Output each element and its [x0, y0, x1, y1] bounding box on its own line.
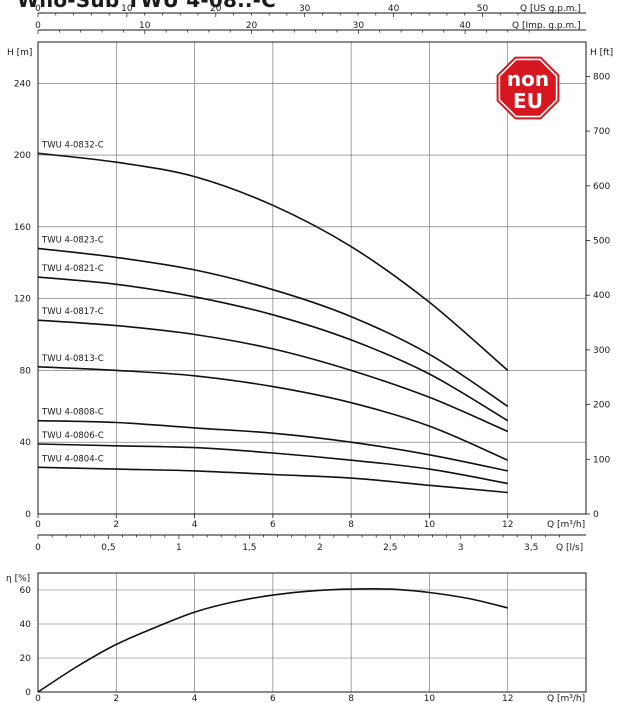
eff-x-tick-label: 0: [35, 694, 41, 703]
top-axis-us-label: 10: [121, 4, 133, 14]
head-curve: [37, 443, 508, 485]
ls-axis-label: 2: [317, 543, 323, 553]
top-axis-imp-label: 10: [139, 21, 151, 31]
top-axis-imp-label: 40: [459, 21, 471, 31]
head-curve: [37, 466, 508, 494]
x-tick-label: 0: [35, 520, 41, 530]
curve-label: TWU 4-0808-C: [41, 408, 104, 418]
eff-x-axis-unit: Q [m³/h]: [547, 694, 585, 703]
head-curve: [37, 319, 509, 433]
curve-label: TWU 4-0813-C: [41, 354, 104, 364]
y-left-tick-label: 80: [20, 366, 32, 376]
x-tick-label: 4: [192, 520, 198, 530]
eff-y-axis-unit: η [%]: [6, 574, 30, 584]
curve-label: TWU 4-0823-C: [41, 235, 104, 245]
eff-x-tick-label: 10: [424, 694, 436, 703]
eff-x-tick-label: 12: [502, 694, 513, 703]
eff-x-tick-label: 6: [270, 694, 276, 703]
y-left-tick-label: 200: [14, 151, 31, 161]
head-curve: [37, 247, 509, 407]
ls-axis-label: 1: [176, 543, 182, 553]
top-axis-imp-label: 30: [353, 21, 365, 31]
top-axis-us-label: 50: [477, 4, 489, 14]
y-left-tick-label: 120: [14, 295, 31, 305]
head-plot-frame: [37, 41, 587, 515]
y-right-tick-label: 0: [593, 510, 599, 520]
ls-axis-label: 2,5: [383, 543, 397, 553]
curve-label: TWU 4-0806-C: [41, 431, 104, 441]
y-right-tick-label: 400: [593, 291, 610, 301]
y-left-tick-label: 160: [14, 223, 31, 233]
head-curve: [37, 276, 509, 422]
top-axis-us-unit: Q [US g.p.m.]: [520, 4, 581, 14]
non-eu-badge-text-1: non: [507, 67, 549, 91]
page-title: Wilo-Sub TWU 4-08..-C: [17, 0, 277, 12]
x-axis-unit: Q [m³/h]: [547, 520, 585, 530]
non-eu-badge-icon: [496, 56, 560, 120]
y-right-tick-label: 600: [593, 182, 610, 192]
eff-y-tick-label: 60: [20, 586, 32, 596]
eff-y-tick-label: 0: [25, 688, 31, 698]
y-left-tick-label: 240: [14, 79, 31, 89]
eff-x-tick-label: 8: [348, 694, 354, 703]
x-tick-label: 10: [424, 520, 436, 530]
y-right-tick-label: 200: [593, 401, 610, 411]
top-axis-us-label: 40: [388, 4, 400, 14]
non-eu-badge-text-2: EU: [513, 89, 543, 113]
ls-axis-unit: Q [l/s]: [556, 543, 583, 553]
top-axis-us-label: 20: [210, 4, 222, 14]
ls-axis-label: 1,5: [242, 543, 256, 553]
x-tick-label: 2: [113, 520, 119, 530]
head-curve: [37, 419, 508, 472]
y-right-axis-unit: H [ft]: [590, 48, 613, 58]
ls-axis-label: 3: [458, 543, 464, 553]
y-left-tick-label: 0: [25, 510, 31, 520]
curve-label: TWU 4-0832-C: [41, 140, 104, 150]
ls-axis-label: 3,5: [524, 543, 538, 553]
efficiency-curve: [37, 588, 508, 693]
eff-y-tick-label: 20: [20, 654, 32, 664]
head-curve: [37, 152, 509, 372]
x-tick-label: 6: [270, 520, 276, 530]
eff-y-tick-label: 40: [20, 620, 32, 630]
x-tick-label: 8: [348, 520, 354, 530]
curve-label: TWU 4-0804-C: [41, 454, 104, 464]
curve-label: TWU 4-0821-C: [41, 264, 104, 274]
top-axis-us-label: 30: [299, 4, 311, 14]
head-curve: [37, 366, 509, 461]
x-tick-label: 12: [502, 520, 513, 530]
ls-axis-label: 0,5: [101, 543, 115, 553]
top-axis-imp-label: 20: [246, 21, 258, 31]
top-axis-imp-unit: Q [Imp. g.p.m.]: [512, 21, 581, 31]
curve-label: TWU 4-0817-C: [41, 307, 104, 317]
y-left-tick-label: 40: [20, 438, 32, 448]
y-left-axis-unit: H [m]: [7, 48, 32, 58]
y-right-tick-label: 700: [593, 127, 610, 137]
y-right-tick-label: 500: [593, 236, 610, 246]
ls-axis-label: 0: [35, 543, 41, 553]
eff-plot-frame: [37, 572, 587, 693]
eff-x-tick-label: 4: [192, 694, 198, 703]
y-right-tick-label: 800: [593, 72, 610, 82]
y-right-tick-label: 300: [593, 346, 610, 356]
y-right-tick-label: 100: [593, 455, 610, 465]
top-axis-us-label: 0: [35, 4, 41, 14]
eff-x-tick-label: 2: [113, 694, 119, 703]
non-eu-badge-border: [498, 58, 558, 118]
top-axis-imp-label: 0: [35, 21, 41, 31]
